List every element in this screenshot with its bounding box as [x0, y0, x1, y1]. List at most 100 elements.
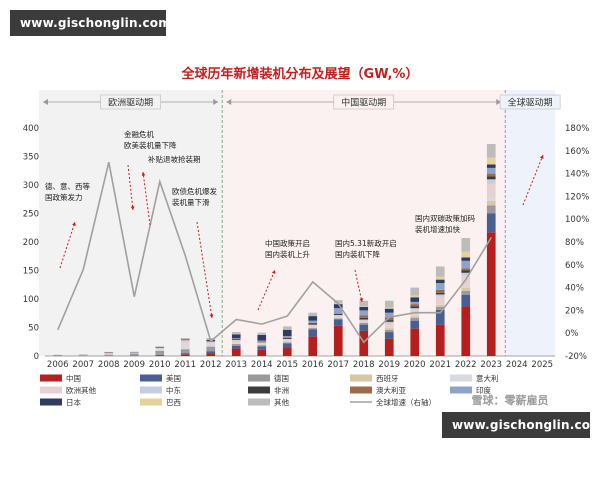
bar-segment: [257, 345, 267, 347]
bar-segment: [180, 343, 190, 349]
bar-segment: [155, 346, 165, 348]
bar-segment: [435, 279, 445, 284]
bar-segment: [435, 296, 445, 305]
bar-segment: [410, 315, 420, 317]
bar-segment: [486, 157, 496, 165]
watermark-bottom: www.gischonglin.com: [442, 412, 600, 438]
bar-segment: [461, 260, 471, 269]
bar-segment: [384, 338, 394, 356]
bar-segment: [308, 323, 318, 325]
bar-segment: [384, 323, 394, 328]
bar-segment: [461, 257, 471, 261]
bar-segment: [155, 355, 165, 356]
legend-swatch: [350, 374, 372, 382]
bar-segment: [206, 353, 216, 356]
bar-segment: [435, 276, 445, 280]
bar-segment: [384, 320, 394, 322]
legend-swatch: [248, 398, 270, 406]
bar-segment: [461, 291, 471, 296]
legend-label: 欧洲其他: [66, 385, 96, 395]
bar-segment: [308, 324, 318, 326]
bar-segment: [384, 329, 394, 333]
bar-segment: [257, 340, 267, 342]
bar-segment: [180, 340, 190, 344]
era-region: [39, 90, 223, 356]
bar-segment: [333, 308, 343, 314]
legend-swatch: [140, 386, 162, 394]
bar-segment: [461, 272, 471, 276]
legend-label: 其他: [274, 397, 289, 407]
annotation-arrow: [522, 154, 544, 206]
x-tick-label: 2010: [149, 360, 171, 370]
y2-tick-label: 80%: [565, 238, 584, 248]
annotation-arrowhead: [72, 222, 76, 226]
y-tick-label: 50: [28, 324, 39, 334]
x-tick-label: 2022: [455, 360, 477, 370]
y2-tick-label: 160%: [565, 147, 589, 157]
y2-tick-label: 100%: [565, 215, 589, 225]
x-tick-label: 2018: [353, 360, 375, 370]
bar-segment: [180, 354, 190, 356]
annotation-arrowhead: [539, 155, 544, 159]
bar-segment: [257, 346, 267, 350]
x-tick-label: 2008: [98, 360, 120, 370]
bar-segment: [333, 313, 343, 315]
bar-segment: [486, 143, 496, 158]
bar-segment: [384, 317, 394, 321]
bar-segment: [486, 173, 496, 177]
legend-label: 意大利: [476, 373, 499, 383]
bar-segment: [410, 287, 420, 296]
bar-segment: [359, 322, 369, 325]
annotation-text: 欧美装机量下降: [124, 140, 177, 150]
bar-segment: [435, 304, 445, 305]
bar-segment: [155, 350, 165, 355]
y2-tick-label: 180%: [565, 124, 589, 134]
era-arrowhead: [213, 99, 219, 105]
x-tick-label: 2013: [225, 360, 247, 370]
bar-segment: [231, 332, 241, 335]
y-tick-label: 400: [23, 124, 39, 134]
bar-segment: [231, 345, 241, 349]
era-labels: 欧洲驱动期 中国驱动期 全球驱动期: [43, 94, 561, 110]
bar-segment: [333, 304, 343, 309]
bar-segment: [486, 176, 496, 180]
brand-watermark: 雪球：零薪雇员: [472, 393, 549, 407]
legend-swatch: [140, 398, 162, 406]
bar-segment: [359, 320, 369, 323]
legend-label: 德国: [274, 373, 289, 383]
bar-segment: [129, 351, 139, 353]
bar-segment: [384, 327, 394, 329]
bar-segment: [486, 183, 496, 199]
bar-segment: [410, 301, 420, 305]
bar-segment: [104, 353, 114, 355]
era-background: [39, 90, 555, 356]
annotation-arrowhead: [271, 270, 276, 274]
bar-segment: [282, 337, 292, 338]
growth-series-line: [57, 162, 492, 344]
bar-segment: [231, 348, 241, 356]
x-tick-label: 2011: [174, 360, 196, 370]
bar-segment: [359, 319, 369, 321]
bar-segment: [231, 338, 241, 340]
annotation-text: 装机增速加快: [415, 224, 460, 234]
annotation-arrow: [257, 269, 276, 311]
bar-segment: [435, 266, 445, 277]
era-arrowhead: [43, 99, 48, 105]
bar-segment: [359, 300, 369, 307]
bar-segment: [129, 353, 139, 356]
y-tick-label: 350: [23, 153, 39, 163]
bar-segment: [384, 321, 394, 324]
bar-segment: [435, 304, 445, 307]
y-tick-label: 250: [23, 210, 39, 220]
y-tick-label: 100: [23, 295, 39, 305]
bar-segment: [282, 338, 292, 343]
bar-segment: [180, 353, 190, 355]
y-tick-label: 200: [23, 238, 39, 248]
bar-segment: [257, 334, 267, 341]
bar-segment: [308, 316, 318, 321]
chart-title: 全球历年新增装机分布及展望（GW,%）: [181, 66, 419, 82]
bar-segment: [257, 332, 267, 335]
bar-segment: [155, 354, 165, 356]
